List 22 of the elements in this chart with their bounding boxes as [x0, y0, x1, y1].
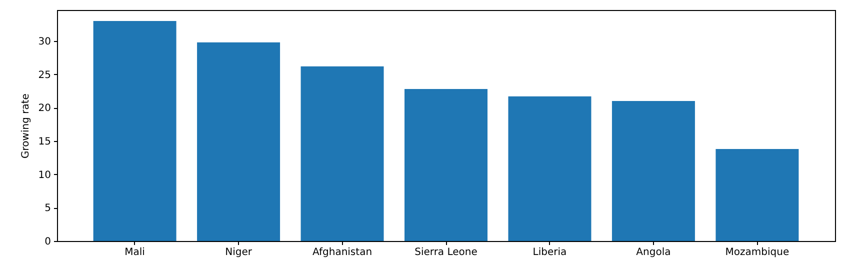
x-tick-label: Angola: [636, 247, 671, 258]
bar: [300, 66, 384, 241]
y-tick-label: 5: [44, 203, 51, 214]
y-tick-label: 10: [38, 170, 51, 181]
bar: [93, 21, 176, 241]
x-tick-label: Mozambique: [725, 247, 790, 258]
bar: [197, 42, 280, 241]
y-tick-label: 0: [44, 236, 51, 248]
x-tick-label: Liberia: [532, 247, 567, 258]
y-tick-label: 30: [38, 36, 51, 48]
bar: [508, 96, 592, 241]
y-axis-title: Growing rate: [20, 94, 32, 158]
x-tick-label: Niger: [225, 247, 253, 258]
x-tick-label: Mali: [124, 247, 145, 258]
bar: [716, 149, 799, 241]
y-tick-label: 15: [38, 136, 51, 148]
bar: [404, 89, 488, 241]
x-tick-label: Afghanistan: [312, 247, 372, 258]
y-tick-label: 20: [38, 103, 51, 114]
y-tick-label: 25: [38, 70, 51, 81]
bar: [612, 101, 695, 241]
x-tick-label: Sierra Leone: [414, 247, 478, 258]
